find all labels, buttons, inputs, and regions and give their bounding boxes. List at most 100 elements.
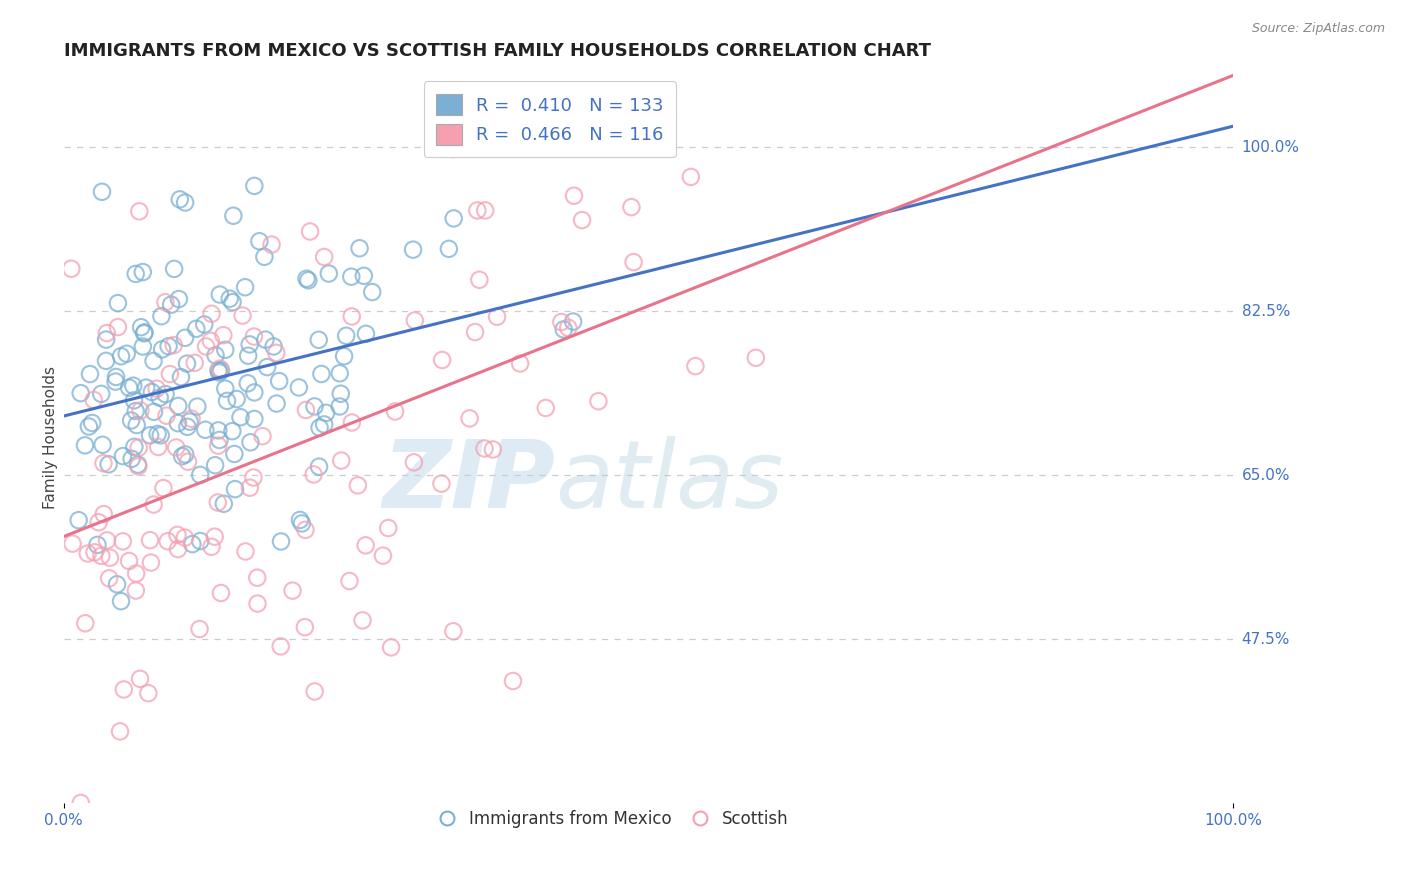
- Point: [149, 391, 172, 405]
- Point: [557, 321, 579, 335]
- Point: [232, 309, 254, 323]
- Point: [150, 309, 173, 323]
- Point: [207, 363, 229, 377]
- Point: [163, 261, 186, 276]
- Point: [167, 416, 190, 430]
- Point: [308, 333, 330, 347]
- Point: [132, 326, 155, 341]
- Point: [246, 571, 269, 585]
- Point: [112, 682, 135, 697]
- Point: [174, 331, 197, 345]
- Point: [209, 361, 232, 376]
- Point: [229, 410, 252, 425]
- Point: [221, 424, 243, 438]
- Point: [315, 406, 337, 420]
- Point: [224, 447, 246, 461]
- Point: [380, 640, 402, 655]
- Point: [160, 298, 183, 312]
- Point: [253, 250, 276, 264]
- Point: [105, 370, 128, 384]
- Point: [550, 315, 572, 329]
- Point: [118, 554, 141, 568]
- Point: [430, 353, 453, 368]
- Point: [239, 481, 262, 495]
- Point: [212, 497, 235, 511]
- Point: [314, 250, 336, 264]
- Point: [208, 287, 231, 301]
- Point: [181, 537, 204, 551]
- Point: [225, 392, 247, 406]
- Point: [207, 423, 229, 437]
- Point: [553, 322, 575, 336]
- Point: [148, 440, 170, 454]
- Point: [141, 384, 163, 399]
- Point: [270, 534, 292, 549]
- Point: [194, 423, 217, 437]
- Point: [207, 495, 229, 509]
- Point: [458, 411, 481, 425]
- Point: [73, 438, 96, 452]
- Point: [139, 533, 162, 548]
- Point: [441, 624, 464, 639]
- Point: [620, 200, 643, 214]
- Point: [96, 326, 118, 340]
- Point: [340, 416, 363, 430]
- Point: [188, 467, 211, 482]
- Point: [129, 403, 152, 417]
- Point: [502, 673, 524, 688]
- Point: [353, 268, 375, 283]
- Point: [97, 457, 120, 471]
- Point: [179, 415, 201, 429]
- Point: [142, 498, 165, 512]
- Point: [215, 393, 238, 408]
- Text: 47.5%: 47.5%: [1241, 632, 1289, 647]
- Point: [174, 447, 197, 461]
- Point: [302, 467, 325, 482]
- Point: [128, 441, 150, 455]
- Point: [149, 428, 172, 442]
- Point: [69, 386, 91, 401]
- Point: [402, 455, 425, 469]
- Point: [146, 426, 169, 441]
- Point: [125, 583, 148, 598]
- Point: [430, 476, 453, 491]
- Text: IMMIGRANTS FROM MEXICO VS SCOTTISH FAMILY HOUSEHOLDS CORRELATION CHART: IMMIGRANTS FROM MEXICO VS SCOTTISH FAMIL…: [63, 42, 931, 60]
- Point: [214, 382, 236, 396]
- Point: [98, 571, 121, 585]
- Point: [177, 455, 200, 469]
- Point: [288, 513, 311, 527]
- Point: [186, 400, 208, 414]
- Y-axis label: Family Households: Family Households: [44, 367, 58, 509]
- Point: [75, 616, 97, 631]
- Point: [468, 273, 491, 287]
- Point: [124, 440, 146, 454]
- Point: [509, 356, 531, 370]
- Point: [562, 314, 585, 328]
- Point: [174, 195, 197, 210]
- Point: [252, 429, 274, 443]
- Point: [110, 594, 132, 608]
- Point: [299, 225, 322, 239]
- Point: [340, 269, 363, 284]
- Point: [329, 366, 352, 380]
- Text: Source: ZipAtlas.com: Source: ZipAtlas.com: [1251, 22, 1385, 36]
- Point: [118, 381, 141, 395]
- Text: atlas: atlas: [555, 436, 783, 527]
- Point: [256, 360, 278, 375]
- Point: [188, 622, 211, 636]
- Point: [122, 393, 145, 408]
- Point: [208, 366, 231, 380]
- Point: [243, 385, 266, 400]
- Point: [150, 343, 173, 357]
- Point: [441, 142, 464, 156]
- Point: [195, 339, 218, 353]
- Point: [87, 515, 110, 529]
- Point: [474, 442, 496, 456]
- Point: [111, 534, 134, 549]
- Point: [486, 310, 509, 324]
- Point: [349, 241, 371, 255]
- Text: ZIP: ZIP: [382, 435, 555, 527]
- Point: [308, 459, 330, 474]
- Point: [335, 328, 357, 343]
- Point: [329, 400, 352, 414]
